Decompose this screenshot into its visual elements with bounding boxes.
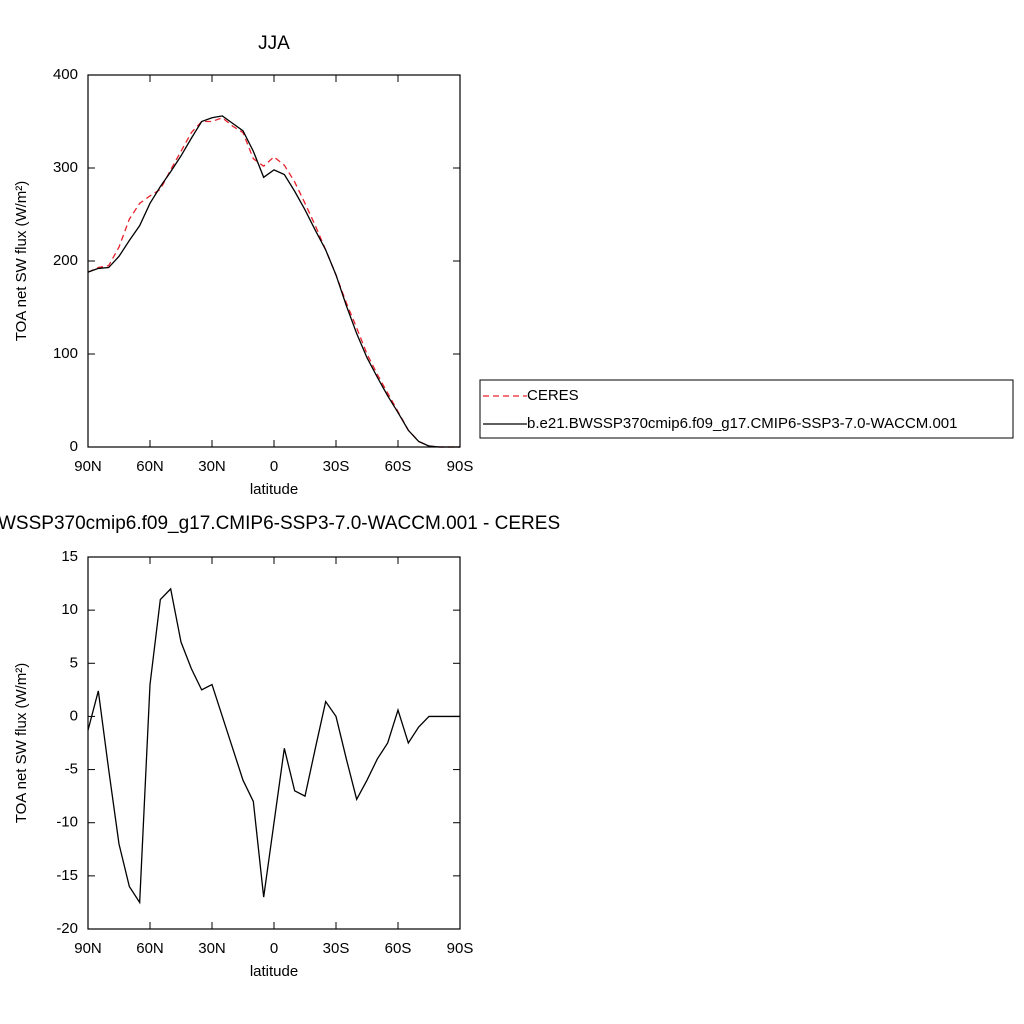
y-tick-label: -20 <box>56 920 78 937</box>
x-tick-label: 60S <box>385 940 412 957</box>
x-tick-label: 60N <box>136 458 164 475</box>
chart-title: JJA <box>258 33 290 54</box>
x-tick-label: 90N <box>74 458 102 475</box>
x-tick-label: 30S <box>323 458 350 475</box>
data-line <box>87 587 460 905</box>
legend-label: CERES <box>527 387 579 404</box>
legend-label: b.e21.BWSSP370cmip6.f09_g17.CMIP6-SSP3-7… <box>527 415 957 432</box>
data-line <box>87 115 460 448</box>
x-tick-label: 0 <box>270 940 278 957</box>
x-tick-label: 90N <box>74 940 102 957</box>
y-tick-label: 15 <box>61 548 78 565</box>
x-tick-label: 0 <box>270 458 278 475</box>
plot-frame <box>87 74 461 448</box>
x-tick-label: 90S <box>447 458 474 475</box>
y-tick-label: 200 <box>53 252 78 269</box>
x-tick-label: 30N <box>198 940 226 957</box>
data-line <box>87 117 460 448</box>
plot-frame <box>87 556 461 930</box>
y-tick-label: -10 <box>56 814 78 831</box>
x-tick-label: 90S <box>447 940 474 957</box>
y-tick-label: -5 <box>65 761 78 778</box>
x-tick-label: 60N <box>136 940 164 957</box>
y-axis-label: TOA net SW flux (W/m²) <box>13 663 30 824</box>
y-tick-label: -15 <box>56 867 78 884</box>
y-tick-label: 100 <box>53 345 78 362</box>
y-tick-label: 5 <box>70 654 78 671</box>
y-tick-label: 0 <box>70 707 78 724</box>
y-tick-label: 0 <box>70 438 78 455</box>
y-tick-label: 10 <box>61 601 78 618</box>
y-axis-label: TOA net SW flux (W/m²) <box>13 181 30 342</box>
chart-title: WSSP370cmip6.f09_g17.CMIP6-SSP3-7.0-WACC… <box>0 513 560 534</box>
x-axis-label: latitude <box>250 481 298 498</box>
x-axis-label: latitude <box>250 963 298 980</box>
legend-box <box>479 379 1014 439</box>
y-tick-label: 400 <box>53 66 78 83</box>
x-tick-label: 60S <box>385 458 412 475</box>
y-tick-label: 300 <box>53 159 78 176</box>
x-tick-label: 30N <box>198 458 226 475</box>
x-tick-label: 30S <box>323 940 350 957</box>
